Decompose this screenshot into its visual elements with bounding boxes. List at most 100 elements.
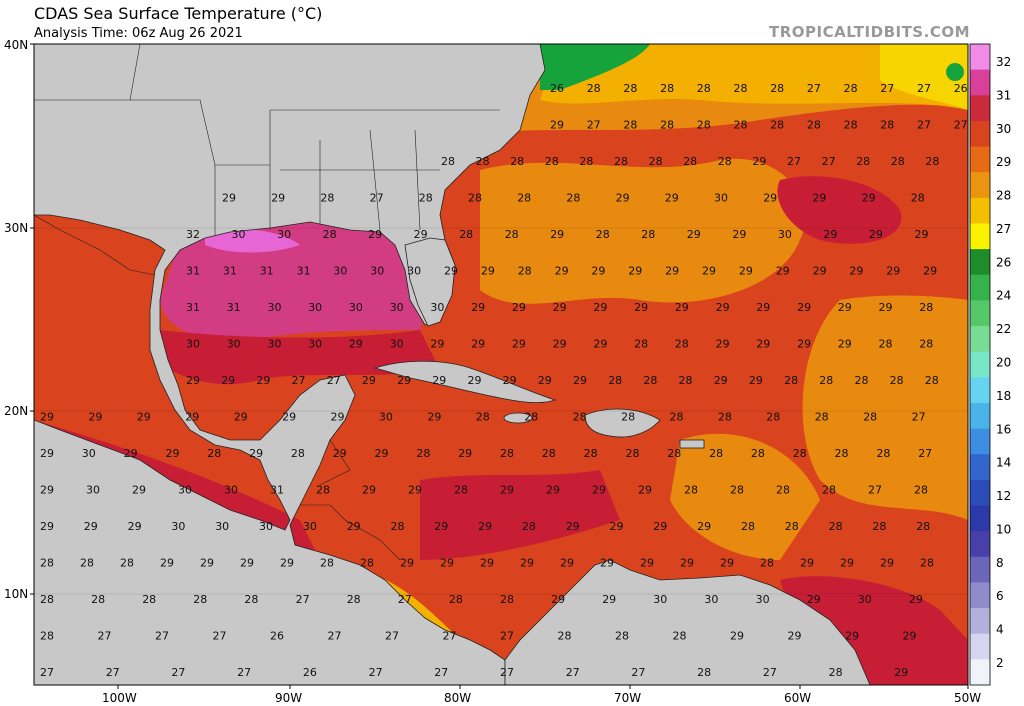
sst-value: 29	[665, 192, 679, 205]
sst-value: 29	[468, 374, 482, 387]
sst-value: 28	[734, 82, 748, 95]
sst-value: 29	[840, 557, 854, 570]
sst-value: 28	[829, 520, 843, 533]
sst-value: 29	[440, 557, 454, 570]
colorbar-label: 30	[996, 122, 1011, 136]
colorbar-label: 8	[996, 556, 1004, 570]
land-puerto-rico	[679, 439, 705, 449]
sst-value: 27	[106, 666, 120, 679]
sst-value: 29	[40, 484, 54, 497]
sst-cool-spot	[946, 63, 964, 81]
sst-value: 27	[327, 374, 341, 387]
sst-value: 29	[640, 557, 654, 570]
sst-value: 28	[347, 593, 361, 606]
sst-value: 28	[621, 411, 635, 424]
sst-value: 28	[770, 119, 784, 132]
sst-value: 30	[227, 338, 241, 351]
sst-region-28-central	[480, 158, 806, 304]
sst-value: 29	[838, 301, 852, 314]
sst-value: 28	[641, 228, 655, 241]
colorbar-swatch	[970, 69, 990, 96]
sst-value-labels: 26 28 28 28 28 28 28 27 28 27 27 26 29 27 28 28 28 28 28 28…	[40, 82, 968, 679]
lat-label-10n: 10N	[4, 587, 28, 601]
sst-value: 29	[903, 630, 917, 643]
sst-value: 28	[40, 557, 54, 570]
sst-value: 27	[500, 630, 514, 643]
sst-value: 29	[553, 338, 567, 351]
sst-value: 28	[718, 155, 732, 168]
sst-value: 28	[815, 411, 829, 424]
land-south-america	[504, 559, 871, 685]
colorbar-swatch	[970, 659, 990, 686]
colorbar-label: 14	[996, 456, 1011, 470]
sst-value: 29	[812, 192, 826, 205]
sst-value: 27	[292, 374, 306, 387]
sst-value: 29	[368, 228, 382, 241]
sst-value: 31	[223, 265, 237, 278]
sst-value: 28	[856, 155, 870, 168]
colorbar-swatch	[970, 44, 990, 71]
sst-value: 27	[918, 447, 932, 460]
sst-value: 28	[667, 447, 681, 460]
colorbar: 32 31 30 29 28 27 26 24 22 20 18 16 14 12 10 8 6 4 2	[969, 43, 1011, 686]
sst-value: 30	[349, 301, 363, 314]
sst-value: 29	[739, 265, 753, 278]
sst-value: 30	[858, 593, 872, 606]
sst-value: 29	[880, 557, 894, 570]
colorbar-swatch	[970, 197, 990, 224]
sst-value: 27	[237, 666, 251, 679]
sst-value: 29	[923, 265, 937, 278]
longitude-labels: 100W 90W 80W 70W 60W 50W	[102, 691, 981, 705]
sst-value: 27	[631, 666, 645, 679]
colorbar-swatch	[970, 351, 990, 378]
sst-value: 28	[518, 265, 532, 278]
lat-label-20n: 20N	[4, 404, 28, 418]
sst-value: 29	[749, 374, 763, 387]
colorbar-label: 32	[996, 55, 1011, 69]
sst-value: 29	[333, 447, 347, 460]
sst-value: 28	[193, 593, 207, 606]
sst-value: 29	[566, 520, 580, 533]
sst-value: 28	[80, 557, 94, 570]
sst-value: 28	[916, 520, 930, 533]
sst-value: 29	[680, 557, 694, 570]
sst-value: 27	[763, 666, 777, 679]
sst-value: 31	[186, 265, 200, 278]
sst-value: 29	[550, 228, 564, 241]
sst-value: 27	[787, 155, 801, 168]
sst-value: 28	[476, 155, 490, 168]
sst-value: 29	[665, 265, 679, 278]
sst-value: 28	[785, 520, 799, 533]
sst-value: 29	[697, 520, 711, 533]
sst-value: 28	[120, 557, 134, 570]
sst-value: 27	[155, 630, 169, 643]
sst-value: 30	[407, 265, 421, 278]
lon-label-90w: 90W	[275, 691, 302, 705]
sst-value: 30	[171, 520, 185, 533]
sst-value: 28	[596, 228, 610, 241]
sst-value: 29	[271, 192, 285, 205]
sst-value: 30	[308, 338, 322, 351]
sst-value: 29	[788, 630, 802, 643]
sst-value: 27	[917, 82, 931, 95]
sst-value: 28	[919, 338, 933, 351]
sst-value: 28	[320, 192, 334, 205]
colorbar-swatch	[970, 146, 990, 173]
sst-value: 27	[171, 666, 185, 679]
sst-value: 29	[797, 338, 811, 351]
sst-value: 28	[718, 411, 732, 424]
sst-value: 29	[702, 265, 716, 278]
sst-value: 29	[280, 557, 294, 570]
sst-value: 28	[608, 374, 622, 387]
sst-value: 29	[503, 374, 517, 387]
colorbar-label: 16	[996, 422, 1011, 436]
sst-value: 26	[303, 666, 317, 679]
sst-value: 28	[416, 447, 430, 460]
sst-value: 30	[268, 301, 282, 314]
colorbar-swatch	[970, 479, 990, 507]
sst-value: 27	[587, 119, 601, 132]
lon-label-50w: 50W	[954, 691, 981, 705]
sst-value: 29	[256, 374, 270, 387]
sst-value: 31	[227, 301, 241, 314]
sst-value: 27	[370, 192, 384, 205]
